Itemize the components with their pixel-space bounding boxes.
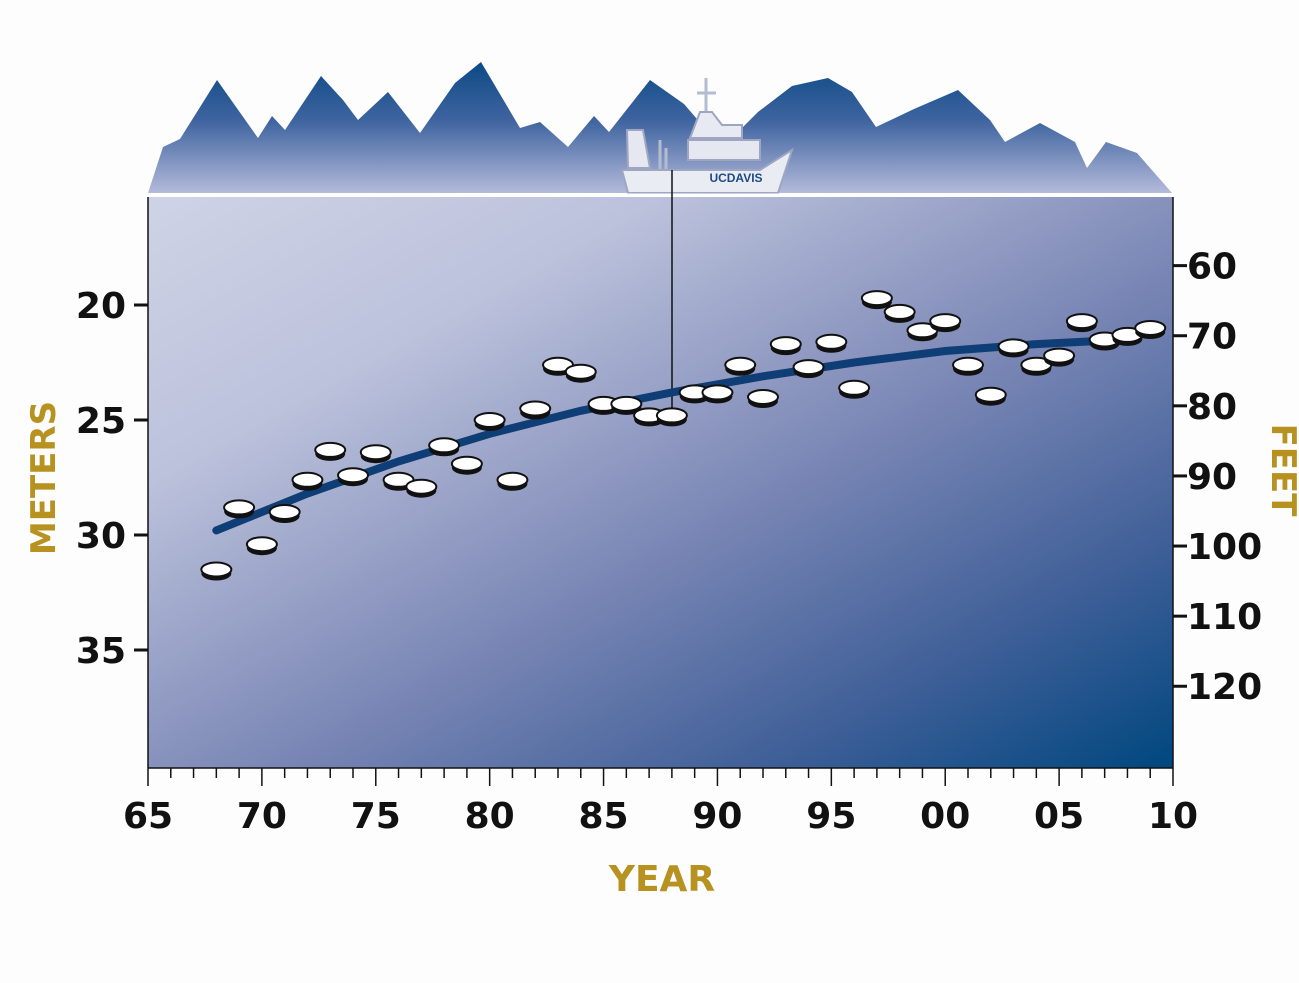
data-point bbox=[450, 455, 483, 475]
x-tick-label: 95 bbox=[806, 796, 856, 837]
data-point bbox=[473, 412, 506, 431]
data-point bbox=[815, 333, 848, 353]
data-point bbox=[359, 444, 392, 464]
data-point bbox=[268, 504, 301, 523]
data-point bbox=[1043, 347, 1076, 367]
data-point bbox=[314, 441, 347, 461]
data-point bbox=[860, 290, 893, 310]
x-tick-label: 70 bbox=[237, 796, 287, 837]
right-tick-label: 80 bbox=[1187, 387, 1237, 428]
left-tick-label: 35 bbox=[76, 631, 126, 672]
x-axis-title: YEAR bbox=[608, 859, 715, 900]
data-point bbox=[428, 437, 461, 457]
data-points bbox=[200, 290, 1167, 581]
data-point bbox=[291, 471, 324, 491]
data-point bbox=[655, 407, 688, 427]
data-point bbox=[747, 389, 779, 408]
data-point bbox=[769, 336, 802, 356]
x-tick-label: 00 bbox=[920, 796, 970, 837]
x-tick-label: 05 bbox=[1034, 796, 1084, 837]
left-axis: 20 25 30 35 bbox=[76, 197, 149, 768]
data-point bbox=[496, 471, 529, 491]
right-axis: 60 70 80 90 100 110 120 bbox=[1172, 197, 1262, 768]
data-point bbox=[587, 395, 620, 415]
x-tick-label: 90 bbox=[692, 796, 742, 837]
data-point bbox=[200, 561, 233, 581]
left-tick-label: 25 bbox=[76, 401, 126, 442]
right-tick-label: 70 bbox=[1187, 317, 1237, 358]
right-tick-label: 120 bbox=[1187, 667, 1262, 708]
data-point bbox=[564, 363, 597, 383]
mountain-range-icon bbox=[148, 62, 1172, 193]
data-point bbox=[974, 386, 1007, 406]
data-point bbox=[405, 478, 438, 498]
left-axis-title: METERS bbox=[24, 401, 64, 555]
x-tick-label: 85 bbox=[579, 796, 629, 837]
right-tick-label: 60 bbox=[1187, 247, 1237, 288]
x-axis: 65 70 75 80 85 90 95 00 05 10 bbox=[123, 767, 1198, 837]
data-point bbox=[610, 395, 643, 415]
boat-label: UCDAVIS bbox=[709, 171, 762, 185]
right-tick-label: 100 bbox=[1187, 527, 1262, 568]
data-point bbox=[883, 303, 916, 323]
right-axis-title: FEET bbox=[1263, 424, 1299, 518]
x-tick-label: 65 bbox=[123, 796, 173, 837]
data-point bbox=[245, 536, 278, 556]
left-tick-label: 30 bbox=[76, 516, 126, 557]
data-point bbox=[724, 356, 757, 376]
data-point bbox=[337, 467, 369, 487]
data-point bbox=[1134, 320, 1167, 339]
data-point bbox=[701, 384, 734, 404]
x-tick-label: 80 bbox=[465, 796, 515, 837]
x-tick-label: 10 bbox=[1148, 796, 1198, 837]
left-tick-label: 20 bbox=[76, 286, 126, 327]
data-point bbox=[519, 400, 552, 420]
x-tick-label: 75 bbox=[351, 796, 401, 837]
right-tick-label: 90 bbox=[1187, 457, 1237, 498]
data-point bbox=[223, 499, 256, 519]
data-point bbox=[929, 313, 962, 333]
data-point bbox=[838, 379, 871, 399]
data-point bbox=[997, 338, 1030, 358]
data-point bbox=[952, 356, 984, 376]
trend-line bbox=[212, 335, 1132, 535]
data-point bbox=[1065, 313, 1098, 333]
research-boat-icon bbox=[620, 78, 794, 194]
data-point bbox=[792, 359, 825, 379]
right-tick-label: 110 bbox=[1187, 597, 1262, 638]
